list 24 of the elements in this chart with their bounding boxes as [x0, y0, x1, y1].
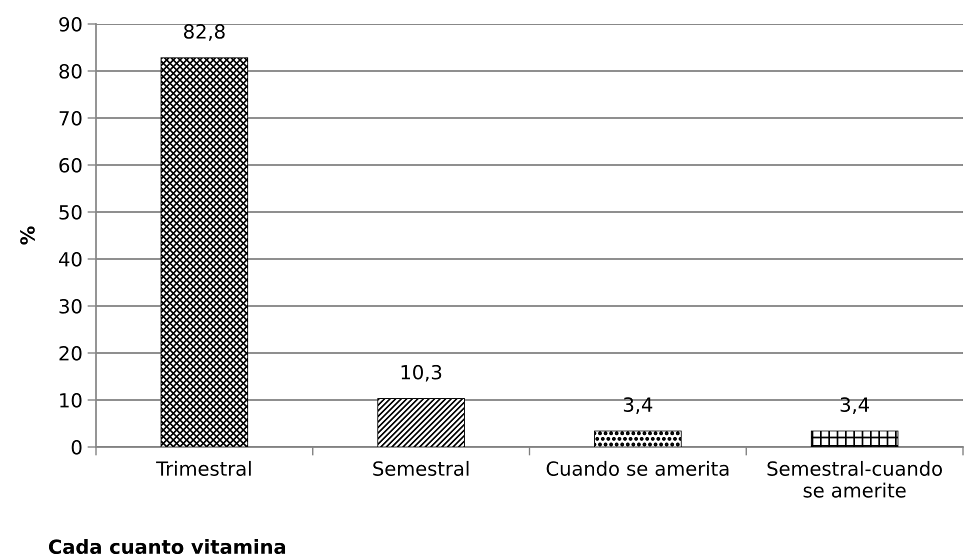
- y-tick-label: 30: [60, 298, 82, 314]
- y-tick-label: 80: [59, 64, 82, 79]
- y-tick-label: 70: [60, 110, 82, 126]
- y-tick-label: 40: [59, 252, 82, 267]
- data-label: 3,4: [840, 397, 869, 414]
- y-tick-label: 60: [59, 158, 82, 173]
- bar: [160, 57, 248, 447]
- y-tick-label: 90: [59, 16, 82, 32]
- bar: [594, 430, 682, 447]
- y-tick-label: 0: [72, 440, 82, 455]
- x-tick-label: Semestral-cuando se amerite: [768, 460, 942, 498]
- y-tick-label: 20: [59, 346, 82, 361]
- bar: [810, 430, 898, 447]
- data-label: 82,8: [184, 24, 225, 41]
- y-tick-label: 10: [60, 392, 82, 408]
- x-tick-label: Semestral: [373, 460, 468, 476]
- bar: [377, 398, 465, 447]
- data-label: 3,4: [624, 397, 652, 414]
- x-tick-label: Cuando se amerita: [546, 460, 728, 476]
- data-label: 10,3: [402, 364, 442, 382]
- y-axis-title: %: [20, 226, 35, 245]
- x-axis-title: Cada cuanto vitamina: [48, 539, 286, 554]
- y-tick-label: 50: [60, 204, 82, 220]
- x-tick-label: Trimestral: [156, 460, 251, 476]
